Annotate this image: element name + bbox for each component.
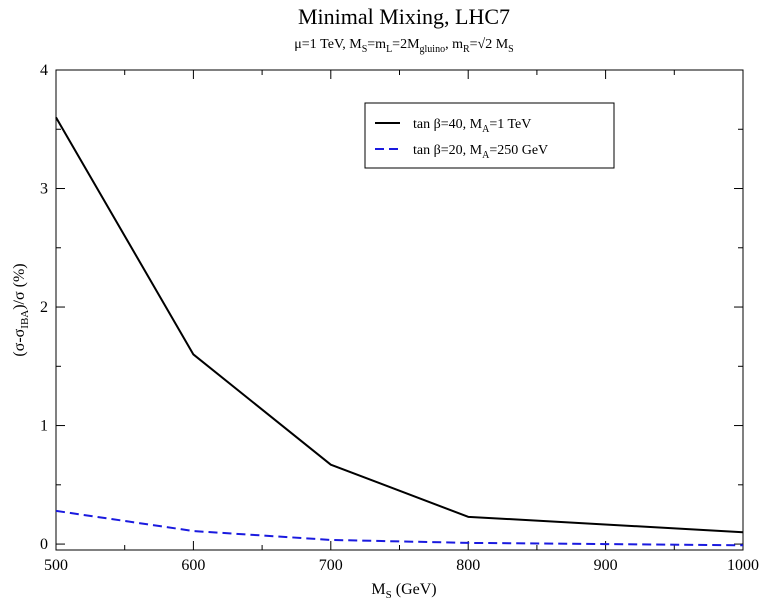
x-tick-label: 900	[594, 557, 618, 574]
y-axis: 0 1 2 3 4	[40, 62, 743, 553]
legend: tan β=40, MA=1 TeV tan β=20, MA=250 GeV	[364, 102, 615, 169]
legend-box	[364, 102, 615, 169]
subtitle-part-mu: μ=1 TeV, M	[294, 37, 362, 52]
y-axis-label-main: (σ-σ	[11, 328, 28, 356]
legend-1-text-sub: A	[482, 124, 490, 135]
x-tick-label: 1000	[727, 557, 759, 574]
series-line-2	[55, 509, 744, 547]
x-tick-label: 600	[181, 557, 205, 574]
subtitle-sub-s: S	[362, 44, 368, 55]
series-line-1	[55, 116, 744, 534]
subtitle-part-ms: =m	[367, 37, 386, 52]
y-axis-label-sub: IBA	[19, 310, 31, 329]
legend-2-text-a: tan β=20, M	[413, 143, 483, 158]
chart-subtitle: μ=1 TeV, MS=mL=2Mgluino, mR=√2 MS	[294, 37, 513, 55]
subtitle-part-mr2: =√2 M	[470, 37, 509, 52]
x-axis-label-rest: (GeV)	[392, 581, 437, 598]
subtitle-part-mr: , m	[445, 37, 463, 52]
chart-title: Minimal Mixing, LHC7	[298, 4, 510, 29]
x-axis-label-sub: S	[386, 589, 392, 601]
x-axis-label-main: M	[371, 581, 385, 598]
subtitle-part-ml: =2M	[392, 37, 420, 52]
series-group	[55, 116, 744, 547]
subtitle-sub-r: R	[463, 44, 470, 55]
x-tick-label: 500	[44, 557, 68, 574]
y-axis-label-rest: )/σ (%)	[11, 263, 28, 309]
x-axis: 500 600 700 800 900 1000	[44, 70, 759, 574]
x-tick-label: 700	[319, 557, 343, 574]
legend-1-text-a: tan β=40, M	[413, 117, 483, 132]
legend-label-series-1: tan β=40, MA=1 TeV	[413, 117, 531, 135]
subtitle-sub-l: L	[386, 44, 392, 55]
y-tick-label: 3	[40, 181, 48, 198]
y-tick-label: 0	[40, 536, 48, 553]
x-axis-label: MS (GeV)	[371, 581, 436, 601]
legend-1-text-b: =1 TeV	[489, 117, 531, 132]
legend-2-text-b: =250 GeV	[489, 143, 548, 158]
y-tick-label: 4	[40, 62, 48, 79]
x-tick-label: 800	[456, 557, 480, 574]
y-tick-label: 1	[40, 418, 48, 435]
subtitle-sub-gluino: gluino	[420, 44, 446, 55]
legend-label-series-2: tan β=20, MA=250 GeV	[413, 143, 548, 161]
y-tick-label: 2	[40, 299, 48, 316]
subtitle-sub-s2: S	[508, 44, 514, 55]
y-axis-label: (σ-σIBA)/σ (%)	[11, 263, 31, 356]
legend-2-text-sub: A	[482, 150, 490, 161]
